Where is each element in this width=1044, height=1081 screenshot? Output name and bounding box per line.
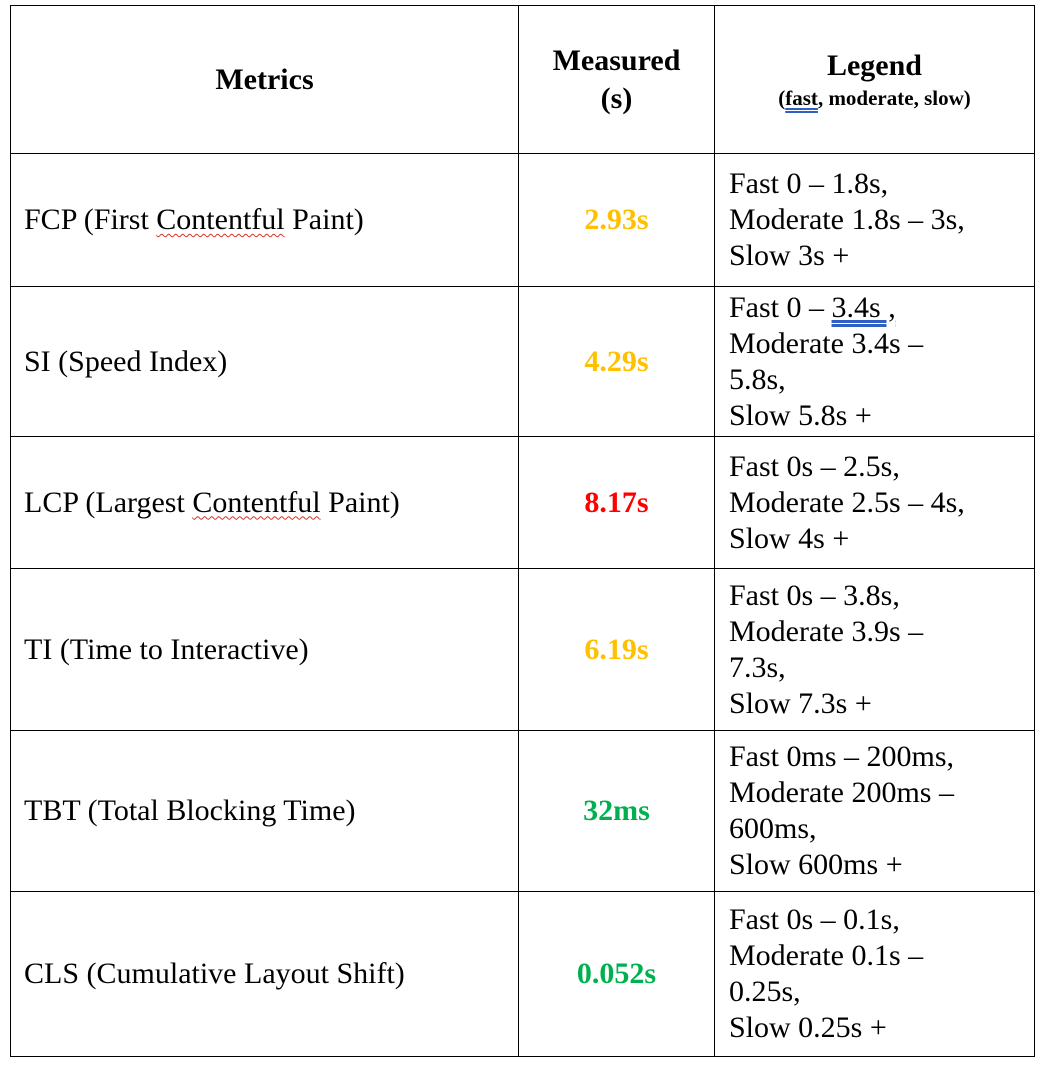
legend-line: Moderate 3.9s – (729, 614, 924, 648)
legend-line: Moderate 0.1s – (729, 939, 924, 972)
metric-name-cell: CLS (Cumulative Layout Shift) (10, 891, 519, 1057)
legend-line: Slow 3s + (729, 239, 850, 272)
legend-cell: Fast 0 – 3.4s , Moderate 3.4s – 5.8s, Sl… (714, 286, 1035, 437)
legend-cell: Fast 0ms – 200ms, Moderate 200ms – 600ms… (714, 730, 1035, 892)
legend-sub-rest: , moderate, slow) (817, 85, 971, 110)
table-row: SI (Speed Index) 4.29s Fast 0 – 3.4s , M… (10, 286, 1035, 437)
metric-name: SI (Speed Index) (24, 344, 228, 378)
metric-name-tail: Paint) (320, 485, 400, 519)
legend-line: 5.8s, (729, 362, 786, 396)
metrics-table: Metrics Measured (s) Legend (fast, moder… (10, 5, 1035, 1057)
spellcheck-word: Contentful (192, 485, 321, 519)
metric-name: TBT (Total Blocking Time) (24, 794, 356, 827)
measured-value: 0.052s (518, 891, 715, 1057)
legend-cell: Fast 0 – 1.8s, Moderate 1.8s – 3s, Slow … (714, 153, 1035, 287)
legend-line: 7.3s, (729, 650, 786, 684)
spellcheck-word: Contentful (156, 203, 285, 236)
legend-line: Moderate 1.8s – 3s, (729, 203, 965, 236)
legend-line: 0.25s, (729, 975, 801, 1008)
legend-line: Slow 5.8s + (729, 398, 872, 432)
table-row: TBT (Total Blocking Time) 32ms Fast 0ms … (10, 730, 1035, 892)
legend-line: Fast 0 – 3.4s , (729, 290, 1034, 326)
legend-line: Moderate 2.5s – 4s, (729, 485, 965, 519)
grammar-mark: 3.4s , (831, 290, 896, 324)
legend-line: Fast 0s – 3.8s, (729, 578, 900, 612)
header-row: Metrics Measured (s) Legend (fast, moder… (10, 5, 1035, 154)
measured-header-line2: (s) (600, 81, 633, 115)
metric-name-cell: SI (Speed Index) (10, 286, 519, 437)
legend-sub-fast: fast (785, 85, 818, 110)
metric-name: TI (Time to Interactive) (24, 632, 309, 666)
legend-line-start: Fast 0 – (729, 290, 832, 324)
legend-header-subtitle: (fast, moderate, slow) (715, 84, 1034, 112)
metric-name-cell: TBT (Total Blocking Time) (10, 730, 519, 892)
legend-line: Slow 0.25s + (729, 1011, 887, 1044)
legend-line: Fast 0s – 2.5s, (729, 449, 900, 483)
table-row: LCP (Largest Contentful Paint) 8.17s Fas… (10, 436, 1035, 569)
table-row: TI (Time to Interactive) 6.19s Fast 0s –… (10, 568, 1035, 731)
metric-name-cell: LCP (Largest Contentful Paint) (10, 436, 519, 569)
legend-cell: Fast 0s – 2.5s, Moderate 2.5s – 4s, Slow… (714, 436, 1035, 569)
metric-name: FCP (First (24, 203, 157, 236)
legend-line: Slow 4s + (729, 521, 850, 555)
legend-line: Fast 0ms – 200ms, (729, 740, 955, 773)
legend-line: Fast 0 – 1.8s, (729, 167, 889, 200)
metric-name-cell: TI (Time to Interactive) (10, 568, 519, 731)
measured-value: 6.19s (518, 568, 715, 731)
legend-cell: Fast 0s – 0.1s, Moderate 0.1s – 0.25s, S… (714, 891, 1035, 1057)
legend-line: Moderate 200ms – (729, 776, 954, 809)
measured-value: 8.17s (518, 436, 715, 569)
legend-line: 600ms, (729, 812, 817, 845)
measured-header-line1: Measured (552, 43, 681, 77)
legend-header-title: Legend (826, 48, 922, 82)
legend-line: Fast 0s – 0.1s, (729, 903, 900, 936)
table-row: CLS (Cumulative Layout Shift) 0.052s Fas… (10, 891, 1035, 1057)
legend-cell: Fast 0s – 3.8s, Moderate 3.9s – 7.3s, Sl… (714, 568, 1035, 731)
metric-name: LCP (Largest (24, 485, 193, 519)
legend-header: Legend (fast, moderate, slow) (714, 5, 1035, 154)
legend-line: Moderate 3.4s – (729, 326, 924, 360)
legend-sub-open: ( (778, 85, 786, 110)
measured-value: 2.93s (518, 153, 715, 287)
table-row: FCP (First Contentful Paint) 2.93s Fast … (10, 153, 1035, 287)
legend-line: Slow 7.3s + (729, 686, 872, 720)
metric-name: CLS (Cumulative Layout Shift) (24, 957, 405, 990)
legend-line: Slow 600ms + (729, 848, 903, 881)
measured-header: Measured (s) (518, 5, 715, 154)
measured-value: 4.29s (518, 286, 715, 437)
metric-name-tail: Paint) (284, 203, 364, 236)
metrics-header: Metrics (10, 5, 519, 154)
metric-name-cell: FCP (First Contentful Paint) (10, 153, 519, 287)
measured-value: 32ms (518, 730, 715, 892)
